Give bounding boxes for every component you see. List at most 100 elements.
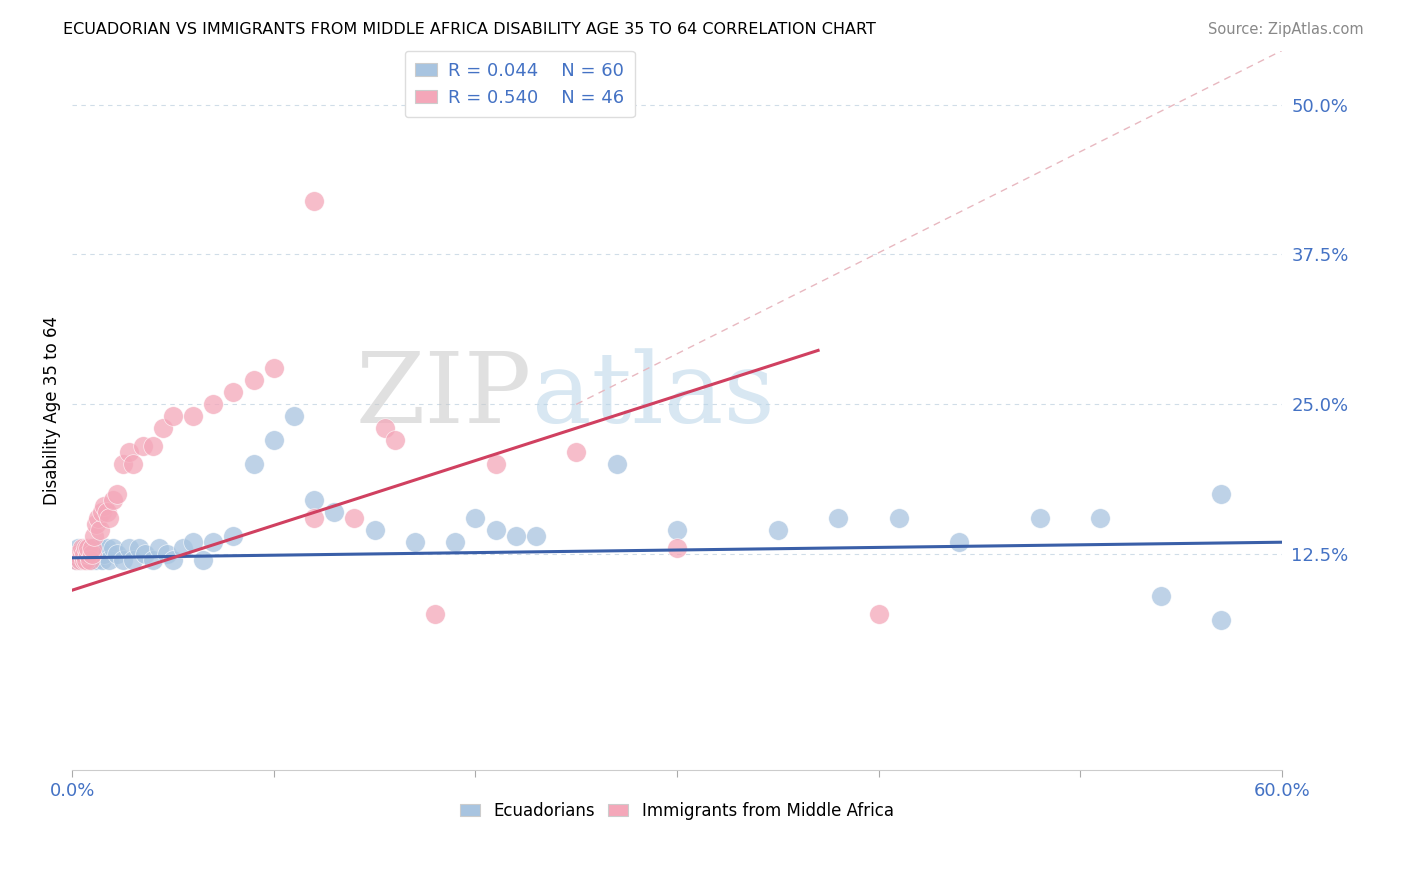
Point [72, 541, 94, 556]
Point [222, 385, 245, 400]
Point [132, 439, 155, 453]
Point [72, 547, 94, 561]
Point [868, 607, 890, 622]
Point [374, 421, 396, 435]
Point [77, 541, 100, 556]
Point [121, 553, 143, 567]
Point [87, 547, 110, 561]
Y-axis label: Disability Age 35 to 64: Disability Age 35 to 64 [44, 316, 60, 505]
Point [73, 541, 96, 556]
Point [1090, 511, 1112, 525]
Point [93, 500, 115, 514]
Point [193, 553, 215, 567]
Point [827, 511, 849, 525]
Point [101, 493, 124, 508]
Point [484, 458, 506, 472]
Point [202, 535, 225, 549]
Point [484, 523, 506, 537]
Point [181, 535, 204, 549]
Point [222, 529, 245, 543]
Point [162, 553, 184, 567]
Point [77, 541, 100, 556]
Point [75, 541, 97, 556]
Point [283, 409, 305, 424]
Point [363, 523, 385, 537]
Point [948, 535, 970, 549]
Point [464, 511, 486, 525]
Point [75, 553, 97, 567]
Text: Source: ZipAtlas.com: Source: ZipAtlas.com [1208, 22, 1364, 37]
Point [86, 517, 108, 532]
Point [263, 361, 285, 376]
Legend: Ecuadorians, Immigrants from Middle Africa: Ecuadorians, Immigrants from Middle Afri… [454, 795, 900, 826]
Point [1029, 511, 1052, 525]
Point [73, 547, 96, 561]
Point [65, 553, 87, 567]
Point [202, 397, 225, 411]
Point [263, 434, 285, 448]
Point [302, 493, 325, 508]
Point [83, 529, 105, 543]
Point [565, 445, 588, 459]
Point [524, 529, 547, 543]
Point [69, 553, 91, 567]
Point [89, 541, 111, 556]
Point [152, 421, 174, 435]
Point [77, 547, 100, 561]
Point [73, 553, 96, 567]
Point [91, 553, 114, 567]
Point [148, 541, 170, 556]
Point [302, 511, 325, 525]
Point [77, 547, 100, 561]
Point [156, 547, 179, 561]
Point [444, 535, 467, 549]
Point [105, 487, 128, 501]
Point [384, 434, 406, 448]
Point [89, 523, 111, 537]
Point [118, 541, 141, 556]
Point [121, 458, 143, 472]
Point [1150, 589, 1173, 603]
Point [505, 529, 527, 543]
Point [82, 541, 104, 556]
Point [1211, 613, 1233, 627]
Point [111, 458, 134, 472]
Point [79, 553, 101, 567]
Point [323, 505, 346, 519]
Text: ECUADORIAN VS IMMIGRANTS FROM MIDDLE AFRICA DISABILITY AGE 35 TO 64 CORRELATION : ECUADORIAN VS IMMIGRANTS FROM MIDDLE AFR… [63, 22, 876, 37]
Point [302, 194, 325, 208]
Point [96, 541, 118, 556]
Point [93, 547, 115, 561]
Point [82, 541, 104, 556]
Point [665, 541, 688, 556]
Point [65, 553, 87, 567]
Point [69, 553, 91, 567]
Point [75, 541, 97, 556]
Point [142, 439, 165, 453]
Point [423, 607, 446, 622]
Point [72, 547, 94, 561]
Point [181, 409, 204, 424]
Point [97, 511, 120, 525]
Point [97, 553, 120, 567]
Point [665, 523, 688, 537]
Point [67, 541, 90, 556]
Point [142, 553, 165, 567]
Point [766, 523, 789, 537]
Point [105, 547, 128, 561]
Text: ZIP: ZIP [356, 348, 531, 444]
Point [67, 547, 90, 561]
Point [1211, 487, 1233, 501]
Point [343, 511, 366, 525]
Point [134, 547, 156, 561]
Point [96, 505, 118, 519]
Point [162, 409, 184, 424]
Text: atlas: atlas [531, 348, 775, 444]
Point [101, 541, 124, 556]
Point [86, 553, 108, 567]
Point [242, 458, 264, 472]
Point [79, 547, 101, 561]
Point [75, 553, 97, 567]
Point [128, 541, 150, 556]
Point [111, 553, 134, 567]
